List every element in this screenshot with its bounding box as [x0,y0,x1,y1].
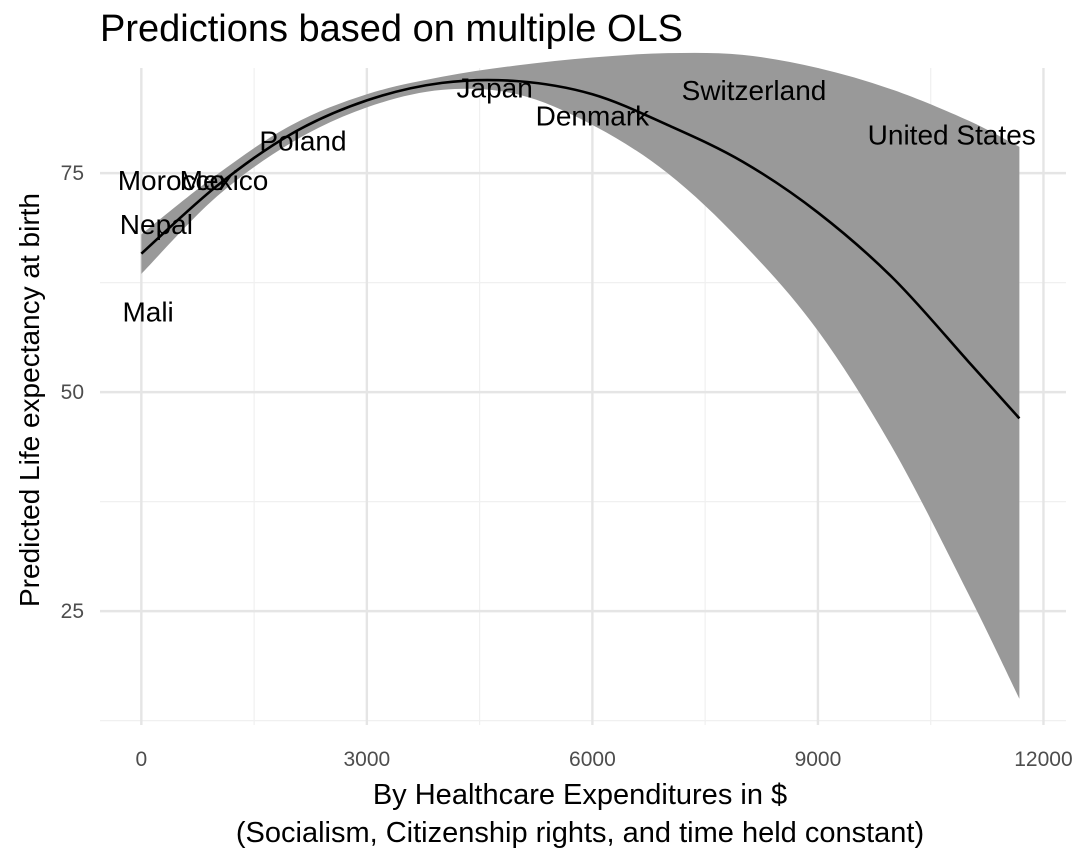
x-tick-label: 12000 [1014,748,1072,771]
country-label-united-states: United States [868,120,1036,151]
x-tick-label: 9000 [795,748,842,771]
country-label-japan: Japan [457,72,533,103]
country-label-mexico: Mexico [180,165,269,196]
country-label-mali: Mali [122,297,173,328]
country-label-poland: Poland [259,126,346,157]
y-tick-label: 50 [61,381,84,404]
x-axis-label-line2: (Socialism, Citizenship rights, and time… [235,817,925,849]
x-tick-label: 6000 [569,748,616,771]
country-label-morocco: Morocco [118,165,225,196]
x-tick-label: 3000 [344,748,391,771]
country-label-denmark: Denmark [536,100,651,131]
fit-line [140,78,1021,420]
x-axis-label-line1: By Healthcare Expenditures in $ [372,779,788,811]
y-tick-label: 75 [61,162,84,185]
country-label-nepal: Nepal [120,209,193,240]
x-axis-label: By Healthcare Expenditures in $ (Sociali… [236,776,924,852]
chart-title: Predictions based on multiple OLS [100,8,683,50]
y-tick-label: 25 [61,600,84,623]
country-label-switzerland: Switzerland [682,75,827,106]
confidence-ribbon [141,52,1020,699]
x-tick-label: 0 [136,748,148,771]
